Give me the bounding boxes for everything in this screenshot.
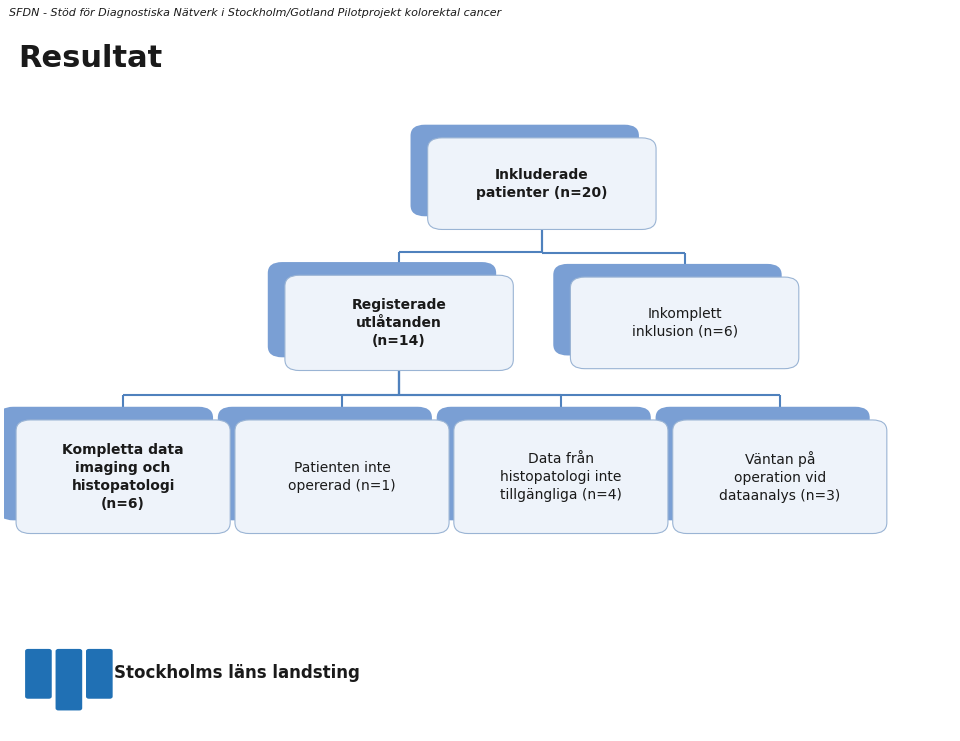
FancyBboxPatch shape	[86, 649, 112, 699]
FancyBboxPatch shape	[427, 138, 656, 230]
Text: Stockholms läns landsting: Stockholms läns landsting	[113, 664, 359, 682]
Text: Kompletta data
imaging och
histopatologi
(n=6): Kompletta data imaging och histopatologi…	[62, 443, 184, 511]
Text: Data från
histopatologi inte
tillgängliga (n=4): Data från histopatologi inte tillgänglig…	[500, 452, 622, 502]
Text: SFDN - Stöd för Diagnostiska Nätverk i Stockholm/Gotland Pilotprojekt kolorektal: SFDN - Stöd för Diagnostiska Nätverk i S…	[9, 8, 501, 18]
FancyBboxPatch shape	[570, 277, 799, 369]
Text: Inkluderade
patienter (n=20): Inkluderade patienter (n=20)	[476, 167, 608, 199]
FancyBboxPatch shape	[56, 649, 83, 711]
FancyBboxPatch shape	[437, 407, 651, 520]
FancyBboxPatch shape	[411, 124, 639, 216]
Text: Inkomplett
inklusion (n=6): Inkomplett inklusion (n=6)	[632, 307, 737, 339]
FancyBboxPatch shape	[673, 420, 887, 534]
FancyBboxPatch shape	[218, 407, 432, 520]
FancyBboxPatch shape	[454, 420, 668, 534]
Text: Patienten inte
opererad (n=1): Patienten inte opererad (n=1)	[288, 461, 396, 493]
FancyBboxPatch shape	[16, 420, 230, 534]
Text: Väntan på
operation vid
dataanalys (n=3): Väntan på operation vid dataanalys (n=3)	[719, 451, 840, 502]
FancyBboxPatch shape	[268, 262, 496, 357]
Text: Registerade
utlåtanden
(n=14): Registerade utlåtanden (n=14)	[351, 298, 446, 348]
FancyBboxPatch shape	[235, 420, 449, 534]
FancyBboxPatch shape	[0, 407, 213, 520]
FancyBboxPatch shape	[285, 275, 514, 370]
FancyBboxPatch shape	[553, 264, 781, 356]
Text: Resultat: Resultat	[18, 44, 162, 73]
FancyBboxPatch shape	[25, 649, 52, 699]
FancyBboxPatch shape	[656, 407, 870, 520]
